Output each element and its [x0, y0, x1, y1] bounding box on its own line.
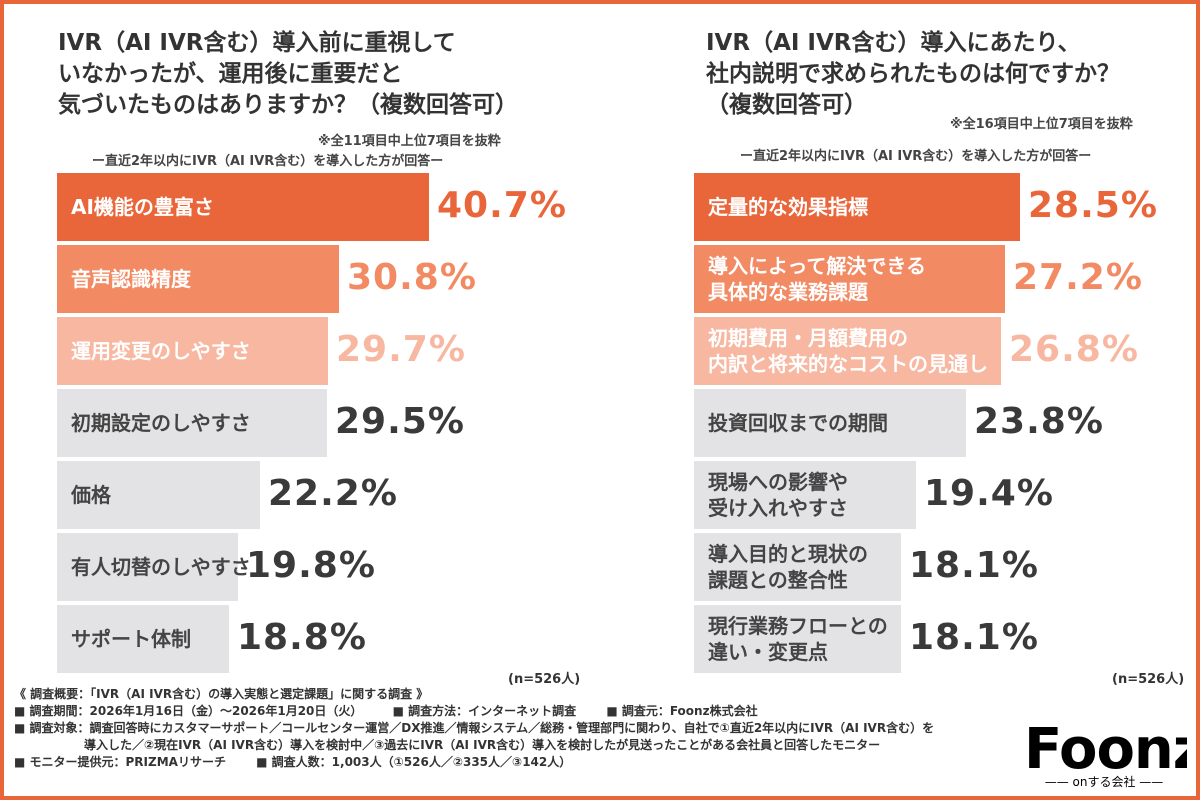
bar-value-2: 27.2% — [1013, 257, 1143, 298]
bar-value-4: 23.8% — [974, 401, 1104, 442]
right-subtitle: ー直近2年以内にIVR（AI IVR含む）を導入した方が回答ー — [740, 149, 1092, 164]
bar-label-1: 定量的な効果指標 — [708, 195, 868, 219]
bar-value-6: 19.8% — [246, 545, 376, 586]
footer-survey-title: 《 調査概要：「IVR（AI IVR含む）の導入実態と選定課題」に関する調査 》 — [14, 687, 429, 701]
bar-value-7: 18.1% — [909, 617, 1039, 658]
bar-label-5: 価格 — [71, 483, 111, 507]
bar-1 — [57, 173, 429, 241]
bar-1 — [694, 173, 1020, 241]
bar-5 — [694, 461, 916, 529]
foonz-logo: Foonz —— onする会社 —— — [1022, 712, 1200, 794]
right-panel: IVR（AI IVR含む）導入にあたり、 社内説明で求められたものは何ですか？ … — [600, 0, 1200, 690]
bar-value-3: 26.8% — [1009, 329, 1139, 370]
bar-5 — [57, 461, 260, 529]
bar-value-1: 40.7% — [437, 185, 567, 226]
bar-3 — [694, 317, 1001, 385]
bar-label-4: 投資回収までの期間 — [708, 411, 888, 435]
bar-7 — [57, 605, 229, 673]
left-chart-title: IVR（AI IVR含む）導入前に重視して いなかったが、運用後に重要だと 気づ… — [58, 30, 518, 118]
bar-label-2: 音声認識精度 — [71, 267, 191, 291]
footer-source: ■ 調査元：Foonz株式会社 — [606, 704, 758, 718]
bar-value-6: 18.1% — [909, 545, 1039, 586]
bar-4 — [57, 389, 327, 457]
footer-count: ■ 調査人数：1,003人（①526人／②335人／③142人） — [256, 755, 572, 769]
bar-6 — [57, 533, 238, 601]
survey-footer: 《 調査概要：「IVR（AI IVR含む）の導入実態と選定課題」に関する調査 》… — [14, 686, 1014, 771]
footer-target-line-2: 導入した／②現在IVR（AI IVR含む）導入を検討中／③過去にIVR（AI I… — [84, 738, 881, 752]
bar-value-1: 28.5% — [1028, 185, 1158, 226]
footer-period: ■ 調査期間：2026年1月16日（金）〜2026年1月20日（火） — [14, 704, 363, 718]
footer-row-period: ■ 調査期間：2026年1月16日（金）〜2026年1月20日（火） ■ 調査方… — [14, 703, 1014, 720]
bar-4 — [694, 389, 966, 457]
foonz-logo-graphic: Foonz —— onする会社 —— — [1024, 717, 1200, 789]
bar-label-2: 導入によって解決できる 具体的な業務課題 — [708, 254, 926, 304]
bar-2 — [57, 245, 339, 313]
bar-label-3: 運用変更のしやすさ — [71, 339, 251, 363]
bar-value-3: 29.7% — [336, 329, 466, 370]
bar-label-7: 現行業務フローとの 違い・変更点 — [708, 614, 888, 664]
bar-value-5: 22.2% — [268, 473, 398, 514]
bar-label-6: 有人切替のしやすさ — [71, 555, 251, 579]
logo-tagline: —— onする会社 —— — [1045, 774, 1164, 789]
bar-label-3: 初期費用・月額費用の 内訳と将来的なコストの見通し — [708, 326, 988, 376]
bar-7 — [694, 605, 901, 673]
footer-row-monitor: ■ モニター提供元：PRIZMAリサーチ ■ 調査人数：1,003人（①526人… — [14, 754, 1014, 771]
right-sample-size: (n=526人) — [1112, 672, 1185, 687]
bar-value-2: 30.8% — [347, 257, 477, 298]
left-panel: IVR（AI IVR含む）導入前に重視して いなかったが、運用後に重要だと 気づ… — [0, 0, 600, 690]
bar-2 — [694, 245, 1005, 313]
bar-value-4: 29.5% — [335, 401, 465, 442]
logo-wordmark: Foonz — [1024, 717, 1187, 782]
footer-target-line-1: ■ 調査対象：調査回答時にカスタマーサポート／コールセンター運営／DX推進／情報… — [14, 721, 935, 735]
bar-label-6: 導入目的と現状の 課題との整合性 — [708, 542, 868, 592]
bar-label-4: 初期設定のしやすさ — [71, 411, 251, 435]
left-note: ※全11項目中上位7項目を抜粋 — [318, 134, 501, 149]
bar-6 — [694, 533, 901, 601]
left-subtitle: ー直近2年以内にIVR（AI IVR含む）を導入した方が回答ー — [92, 154, 444, 169]
left-sample-size: (n=526人) — [508, 672, 581, 687]
footer-monitor: ■ モニター提供元：PRIZMAリサーチ — [14, 755, 226, 769]
bar-label-5: 現場への影響や 受け入れやすさ — [708, 470, 848, 520]
right-chart-title: IVR（AI IVR含む）導入にあたり、 社内説明で求められたものは何ですか？ … — [706, 30, 1120, 118]
bar-label-7: サポート体制 — [71, 627, 191, 651]
bar-3 — [57, 317, 328, 385]
footer-method: ■ 調査方法：インターネット調査 — [392, 704, 577, 718]
bar-label-1: AI機能の豊富さ — [71, 195, 214, 219]
bar-value-7: 18.8% — [237, 617, 367, 658]
bar-value-5: 19.4% — [924, 473, 1054, 514]
right-note: ※全16項目中上位7項目を抜粋 — [950, 117, 1133, 132]
